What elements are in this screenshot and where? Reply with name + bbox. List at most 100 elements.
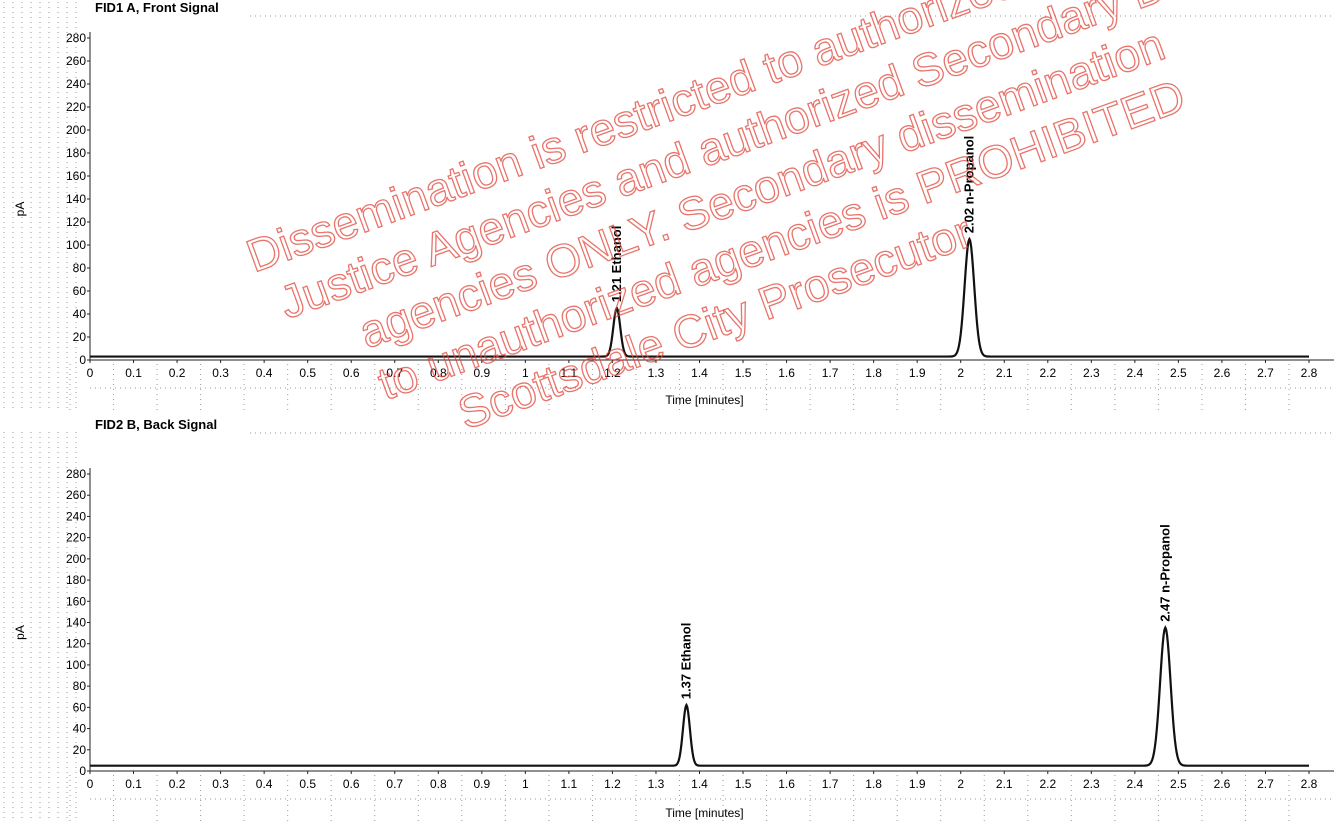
x-tick-label: 2.4	[1127, 366, 1144, 380]
y-tick-label: 20	[73, 330, 87, 344]
x-tick-label: 0.7	[386, 777, 403, 791]
x-tick-label: 1.2	[604, 366, 621, 380]
y-tick-label: 180	[66, 146, 86, 160]
x-tick-label: 1.8	[865, 366, 882, 380]
x-tick-label: 0.3	[212, 777, 229, 791]
y-tick-label: 40	[73, 307, 87, 321]
x-tick-label: 0.6	[343, 777, 360, 791]
x-tick-label: 0.6	[343, 366, 360, 380]
y-tick-label: 140	[66, 616, 86, 630]
x-tick-label: 0.9	[473, 777, 490, 791]
x-tick-label: 0	[87, 366, 94, 380]
peak-marker	[685, 704, 688, 707]
x-tick-label: 2.6	[1214, 366, 1231, 380]
peak-marker	[615, 307, 618, 310]
x-tick-label: 2.1	[996, 777, 1013, 791]
peak-label: 2.02 n-Propanol	[961, 136, 976, 234]
x-tick-label: 1.5	[735, 777, 752, 791]
x-tick-label: 1	[522, 777, 529, 791]
x-tick-label: 1.7	[822, 366, 839, 380]
x-tick-label: 0.8	[430, 777, 447, 791]
y-tick-label: 260	[66, 54, 86, 68]
x-tick-label: 2.5	[1170, 366, 1187, 380]
y-tick-label: 180	[66, 573, 86, 587]
y-axis-label: pA	[13, 202, 27, 217]
y-tick-label: 120	[66, 215, 86, 229]
x-tick-label: 0.2	[169, 366, 186, 380]
grid	[3, 2, 1334, 412]
x-tick-label: 1.1	[561, 366, 578, 380]
x-tick-label: 2.6	[1214, 777, 1231, 791]
x-tick-label: 0.1	[125, 366, 142, 380]
x-tick-label: 2.7	[1257, 777, 1274, 791]
x-tick-label: 1.6	[778, 777, 795, 791]
x-axis-label: Time [minutes]	[665, 393, 743, 407]
chart-panel-1: FID1 A, Front Signal02040608010012014016…	[3, 0, 1334, 412]
y-tick-label: 20	[73, 743, 87, 757]
y-tick-label: 280	[66, 467, 86, 481]
x-tick-label: 2.8	[1301, 777, 1318, 791]
x-tick-label: 0.5	[299, 366, 316, 380]
x-tick-label: 2	[957, 366, 964, 380]
peak-label: 2.47 n-Propanol	[1157, 524, 1172, 622]
x-tick-label: 2.3	[1083, 366, 1100, 380]
x-tick-label: 0.4	[256, 366, 273, 380]
peak-marker	[968, 238, 971, 241]
x-tick-label: 1.9	[909, 777, 926, 791]
peak-label: 1.37 Ethanol	[678, 623, 693, 700]
x-tick-label: 0.3	[212, 366, 229, 380]
x-tick-label: 2.8	[1301, 366, 1318, 380]
y-tick-label: 0	[79, 353, 86, 367]
x-tick-label: 0.4	[256, 777, 273, 791]
grid	[3, 432, 1334, 822]
x-tick-label: 1.4	[691, 366, 708, 380]
x-tick-label: 2.2	[1039, 777, 1056, 791]
x-tick-label: 1.9	[909, 366, 926, 380]
y-tick-label: 160	[66, 594, 86, 608]
y-tick-label: 0	[79, 764, 86, 778]
x-tick-label: 2.4	[1127, 777, 1144, 791]
x-tick-label: 0.8	[430, 366, 447, 380]
y-tick-label: 200	[66, 552, 86, 566]
y-tick-label: 240	[66, 509, 86, 523]
x-tick-label: 0.5	[299, 777, 316, 791]
x-tick-label: 2.5	[1170, 777, 1187, 791]
y-tick-label: 60	[73, 700, 87, 714]
y-tick-label: 40	[73, 722, 87, 736]
x-tick-label: 0.9	[473, 366, 490, 380]
x-tick-label: 2	[957, 777, 964, 791]
x-axis-label: Time [minutes]	[665, 806, 743, 820]
x-tick-label: 0.7	[386, 366, 403, 380]
signal-trace	[90, 236, 1309, 358]
x-tick-label: 1.8	[865, 777, 882, 791]
y-tick-label: 280	[66, 31, 86, 45]
x-tick-label: 1.2	[604, 777, 621, 791]
y-tick-label: 100	[66, 658, 86, 672]
x-tick-label: 2.3	[1083, 777, 1100, 791]
y-tick-label: 60	[73, 284, 87, 298]
x-tick-label: 0	[87, 777, 94, 791]
x-tick-label: 2.2	[1039, 366, 1056, 380]
signal-trace	[90, 625, 1309, 767]
y-tick-label: 120	[66, 637, 86, 651]
y-tick-label: 80	[73, 679, 87, 693]
y-axis-label: pA	[13, 625, 27, 640]
chart-title: FID1 A, Front Signal	[95, 0, 219, 15]
y-tick-label: 260	[66, 488, 86, 502]
y-tick-label: 160	[66, 169, 86, 183]
x-tick-label: 1.1	[561, 777, 578, 791]
y-tick-label: 100	[66, 238, 86, 252]
x-tick-label: 1.3	[648, 777, 665, 791]
y-tick-label: 220	[66, 531, 86, 545]
y-tick-label: 140	[66, 192, 86, 206]
y-tick-label: 80	[73, 261, 87, 275]
x-tick-label: 1.4	[691, 777, 708, 791]
x-tick-label: 1.7	[822, 777, 839, 791]
x-tick-label: 0.2	[169, 777, 186, 791]
y-tick-label: 220	[66, 100, 86, 114]
peak-marker	[1164, 626, 1167, 630]
chart-title: FID2 B, Back Signal	[95, 417, 217, 432]
peak-label: 1.21 Ethanol	[609, 226, 624, 303]
x-tick-label: 1.3	[648, 366, 665, 380]
